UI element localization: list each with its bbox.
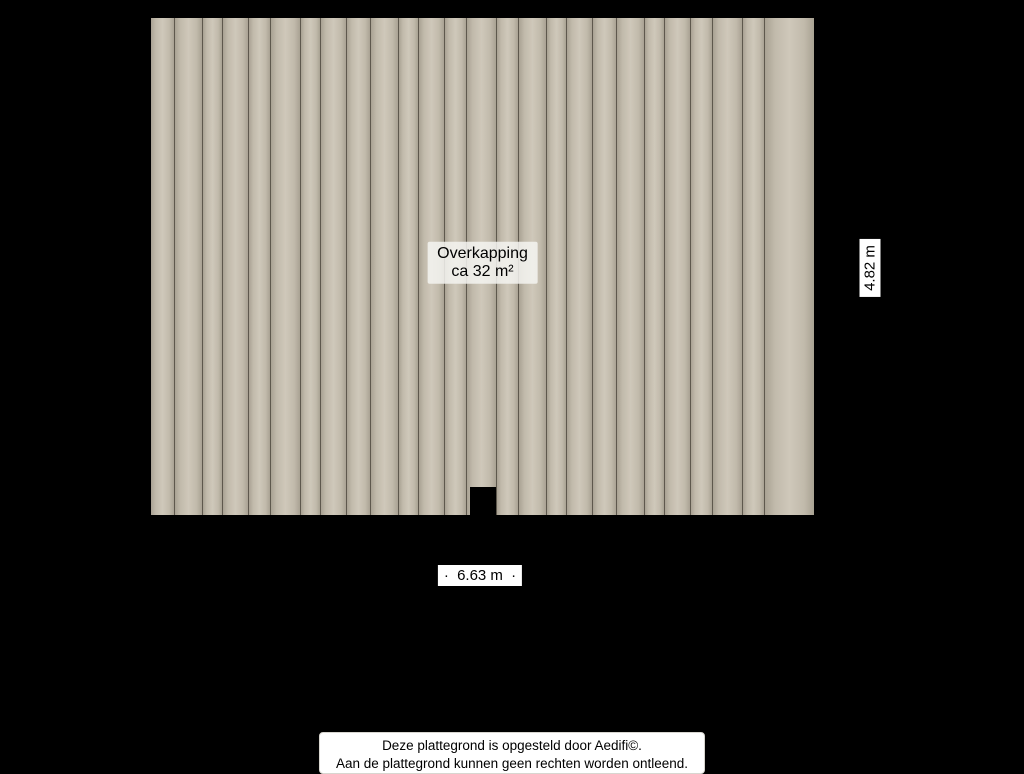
roof-panel <box>645 18 665 515</box>
roof-panel <box>593 18 617 515</box>
roof-panel <box>249 18 271 515</box>
roof-panel <box>271 18 301 515</box>
dimension-width-value: 6.63 m <box>457 567 503 584</box>
roof-panel <box>765 18 814 515</box>
roof-panel <box>691 18 713 515</box>
roof-panel <box>223 18 249 515</box>
roof-panel <box>371 18 399 515</box>
dimension-height-value: 4.82 m <box>862 245 879 291</box>
roof-panel <box>203 18 223 515</box>
roof-panel <box>665 18 691 515</box>
roof-panel <box>567 18 593 515</box>
roof-panel <box>301 18 321 515</box>
disclaimer-line-1: Deze plattegrond is opgesteld door Aedif… <box>336 737 688 755</box>
dimension-height: 4.82 m <box>860 239 881 297</box>
room-label: Overkapping ca 32 m² <box>427 241 538 283</box>
roof-panel <box>713 18 743 515</box>
roof-panel <box>151 18 175 515</box>
dimension-width: 6.63 m <box>438 565 522 586</box>
room-area: ca 32 m² <box>437 262 528 280</box>
disclaimer-line-2: Aan de plattegrond kunnen geen rechten w… <box>336 755 688 773</box>
room-name: Overkapping <box>437 244 528 262</box>
roof-panel <box>347 18 371 515</box>
roof-panel <box>743 18 765 515</box>
door-marker <box>470 487 496 515</box>
roof-panel <box>617 18 645 515</box>
roof-overkapping: Overkapping ca 32 m² <box>151 18 814 515</box>
roof-panel <box>175 18 203 515</box>
roof-panel <box>321 18 347 515</box>
roof-panel <box>547 18 567 515</box>
roof-panel <box>399 18 419 515</box>
